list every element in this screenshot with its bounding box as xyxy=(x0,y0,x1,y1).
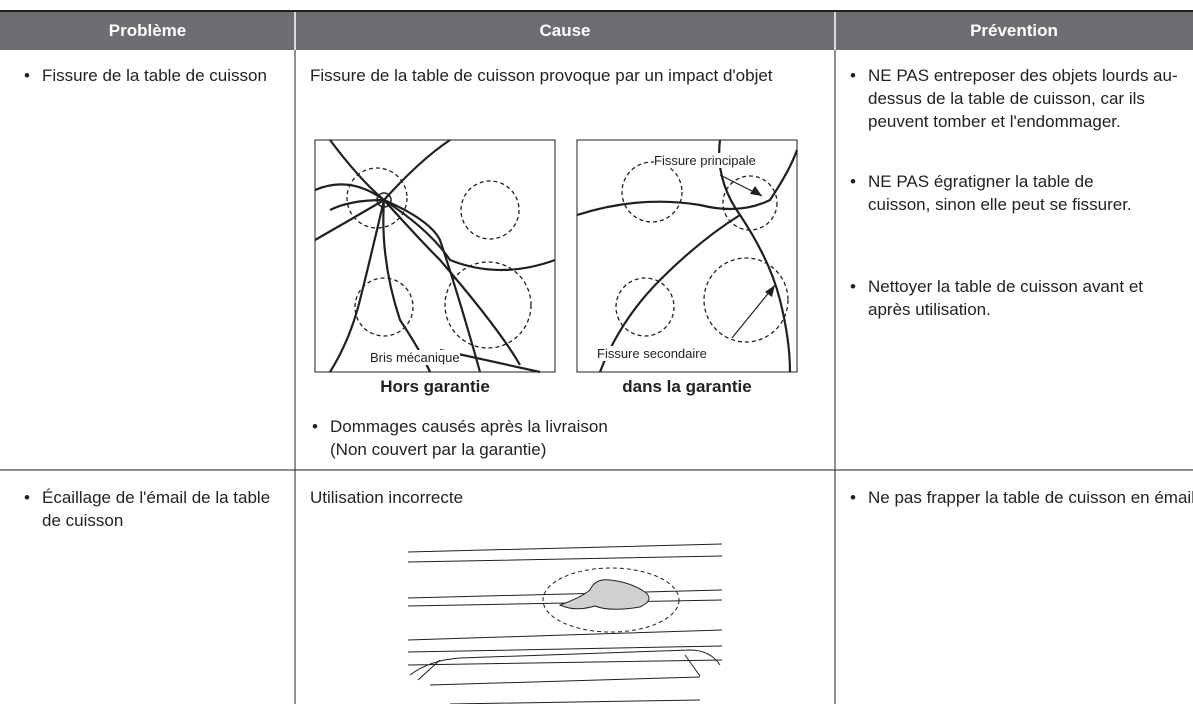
figure-caption: dans la garantie xyxy=(622,377,752,396)
problem: Écaillage de l'émail de la table de cuis… xyxy=(22,486,287,532)
figure-label: Bris mécanique xyxy=(370,350,460,365)
note-line: Dommages causés après la livraison xyxy=(330,417,608,436)
figure-caption: Hors garantie xyxy=(380,377,490,396)
header: Cause xyxy=(539,21,591,40)
figure-label: Fissure principale xyxy=(654,153,756,168)
prevention: NE PAS égratigner la table de cuisson, s… xyxy=(848,170,1148,216)
prevention: NE PAS entreposer des objets lourds au-d… xyxy=(848,64,1183,133)
header: Problème xyxy=(108,21,187,40)
cause-note: Dommages causés après la livraison (Non c… xyxy=(310,415,830,461)
note-line: (Non couvert par la garantie) xyxy=(330,440,547,459)
problem: Fissure de la table de cuisson xyxy=(22,64,282,87)
cause-text: Utilisation incorrecte xyxy=(310,488,464,507)
prevention: Ne pas frapper la table de cuisson en ém… xyxy=(848,486,1193,509)
figure-label: Fissure secondaire xyxy=(597,346,707,361)
header: Prévention xyxy=(970,21,1058,40)
prevention: Nettoyer la table de cuisson avant et ap… xyxy=(848,275,1183,321)
cause-text: Fissure de la table de cuisson provoque … xyxy=(310,66,773,85)
